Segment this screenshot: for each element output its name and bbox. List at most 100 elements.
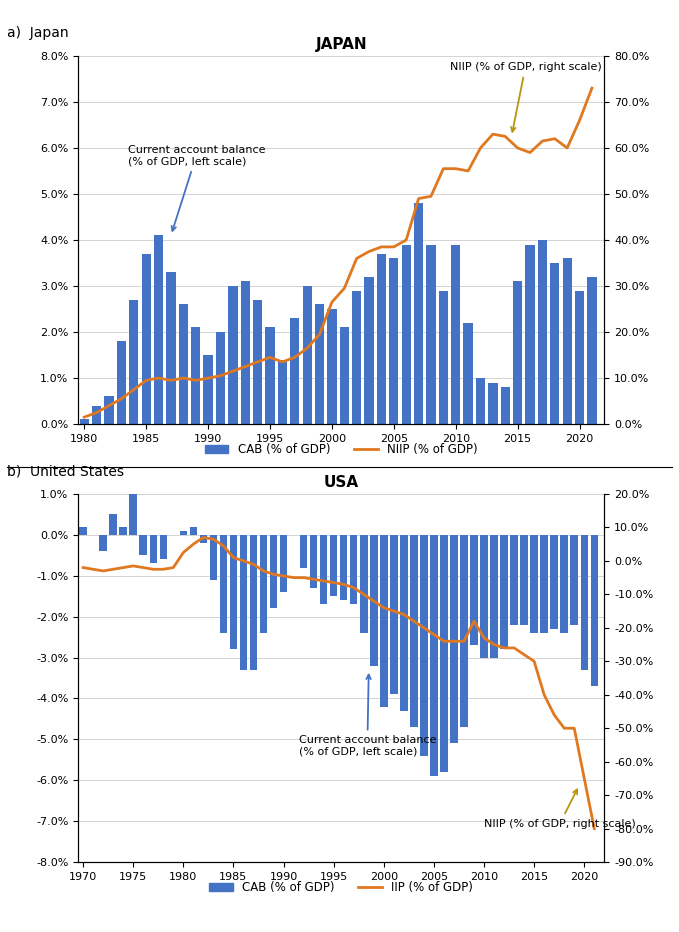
Bar — [105, 396, 113, 424]
Bar — [260, 535, 268, 633]
Bar — [540, 535, 548, 633]
Bar — [471, 535, 478, 645]
Text: Current account balance
(% of GDP, left scale): Current account balance (% of GDP, left … — [299, 675, 436, 757]
Bar — [280, 535, 287, 592]
Bar — [439, 291, 448, 424]
Bar — [327, 309, 337, 424]
Bar — [210, 535, 217, 580]
Bar — [216, 332, 225, 424]
Bar — [520, 535, 528, 624]
Bar — [200, 535, 207, 543]
Bar — [440, 535, 447, 772]
Bar — [265, 327, 274, 424]
Legend: CAB (% of GDP), IIP (% of GDP): CAB (% of GDP), IIP (% of GDP) — [204, 876, 478, 898]
Text: b)  United States: b) United States — [7, 464, 124, 478]
Bar — [551, 535, 558, 629]
Bar — [450, 535, 458, 744]
Bar — [562, 258, 572, 424]
Bar — [278, 360, 287, 424]
Bar — [550, 263, 559, 424]
Bar — [149, 535, 157, 564]
Bar — [365, 277, 373, 424]
Bar — [166, 272, 176, 424]
Text: NIIP (% of GDP, right scale): NIIP (% of GDP, right scale) — [449, 62, 602, 131]
Bar — [240, 535, 247, 670]
Bar — [290, 318, 299, 424]
Title: JAPAN: JAPAN — [315, 37, 367, 52]
Bar — [160, 535, 167, 559]
Bar — [410, 535, 418, 727]
Bar — [79, 419, 89, 424]
Bar — [526, 244, 534, 424]
Bar — [230, 535, 237, 650]
Bar — [370, 535, 378, 665]
Bar — [189, 527, 197, 535]
Bar — [250, 535, 257, 670]
Bar — [500, 388, 510, 424]
Bar — [270, 535, 277, 609]
Bar — [575, 291, 584, 424]
Bar — [130, 494, 137, 535]
Bar — [141, 254, 151, 424]
Legend: CAB (% of GDP), NIIP (% of GDP): CAB (% of GDP), NIIP (% of GDP) — [200, 438, 482, 460]
Bar — [99, 535, 107, 551]
Bar — [538, 240, 547, 424]
Bar — [179, 531, 187, 535]
Bar — [460, 535, 468, 727]
Bar — [240, 281, 250, 424]
Bar — [390, 535, 398, 694]
Bar — [451, 244, 460, 424]
Bar — [300, 535, 308, 568]
Bar — [191, 327, 200, 424]
Bar — [430, 535, 438, 776]
Bar — [310, 535, 317, 588]
Bar — [530, 535, 538, 633]
Bar — [360, 535, 367, 633]
Bar — [389, 258, 399, 424]
Bar — [352, 291, 361, 424]
Bar — [350, 535, 357, 605]
Bar — [511, 535, 518, 624]
Bar — [120, 527, 127, 535]
Bar — [420, 535, 428, 756]
Bar — [92, 405, 101, 424]
Bar — [315, 305, 324, 424]
Bar — [129, 300, 139, 424]
Bar — [380, 535, 388, 706]
Bar — [591, 535, 598, 686]
Bar — [320, 535, 327, 605]
Text: a)  Japan: a) Japan — [7, 26, 69, 40]
Bar — [330, 535, 337, 596]
Bar — [480, 535, 488, 658]
Bar — [500, 535, 508, 650]
Bar — [570, 535, 578, 624]
Bar — [488, 383, 498, 424]
Bar — [139, 535, 147, 555]
Bar — [220, 535, 227, 633]
Text: NIIP (% of GDP, right scale): NIIP (% of GDP, right scale) — [484, 789, 636, 829]
Bar — [377, 254, 386, 424]
Title: USA: USA — [324, 475, 359, 490]
Bar — [513, 281, 522, 424]
Bar — [414, 203, 423, 424]
Bar — [400, 535, 407, 711]
Bar — [303, 286, 312, 424]
Text: Current account balance
(% of GDP, left scale): Current account balance (% of GDP, left … — [128, 144, 265, 231]
Bar — [179, 305, 188, 424]
Bar — [560, 535, 568, 633]
Bar — [476, 378, 485, 424]
Bar — [253, 300, 262, 424]
Bar — [204, 355, 213, 424]
Bar — [426, 244, 436, 424]
Bar — [154, 236, 163, 424]
Bar — [109, 514, 117, 535]
Bar — [490, 535, 498, 658]
Bar — [117, 341, 126, 424]
Bar — [340, 327, 349, 424]
Bar — [464, 322, 473, 424]
Bar — [401, 244, 411, 424]
Bar — [79, 527, 87, 535]
Bar — [228, 286, 238, 424]
Bar — [581, 535, 588, 670]
Bar — [340, 535, 348, 600]
